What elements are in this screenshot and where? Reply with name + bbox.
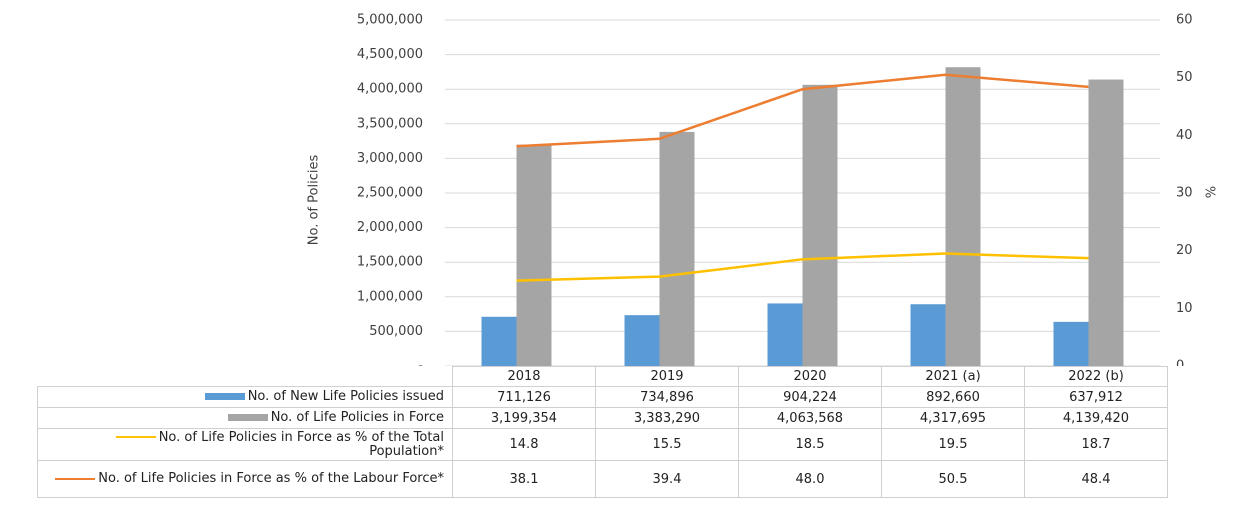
legend-cell: No. of New Life Policies issued (37, 386, 453, 408)
data-label: 38.1 (452, 460, 596, 498)
bar (1088, 79, 1124, 366)
data-label: 3,383,290 (595, 407, 739, 429)
legend-cell: No. of Life Policies in Force (37, 407, 453, 429)
bar (481, 316, 517, 366)
data-label: 50.5 (881, 460, 1025, 498)
legend-key (227, 414, 268, 421)
legend-label: No. of Life Policies in Force as % of th… (158, 429, 444, 459)
y-tick-label: 500,000 (369, 324, 423, 339)
data-table: 2018 2019 2020 2021 (a) 2022 (b) No. of New L… (37, 366, 1168, 498)
y-tick-label: 4,500,000 (357, 47, 423, 62)
table-row: No. of Life Policies in Force as % of th… (37, 460, 1168, 498)
table-row: No. of New Life Policies issued 711,126 73… (37, 386, 1168, 408)
y-tick-label: 3,000,000 (357, 151, 423, 166)
legend-label: No. of Life Policies in Force as % of th… (98, 471, 444, 486)
y2-tick-label: 30 (1176, 186, 1193, 201)
y2-tick-label: 10 (1176, 301, 1193, 316)
y-tick-label: 1,500,000 (357, 255, 423, 270)
legend-key (115, 436, 156, 438)
data-label: 4,139,420 (1024, 407, 1168, 429)
legend-label: No. of Life Policies in Force (270, 410, 444, 425)
data-label: 48.4 (1024, 460, 1168, 498)
data-label: 4,063,568 (738, 407, 882, 429)
y2-tick-label: 60 (1176, 13, 1193, 28)
data-label: 734,896 (595, 386, 739, 408)
x-tick-label: 2019 (595, 366, 739, 387)
bar (945, 67, 981, 366)
y-tick-label: 1,000,000 (357, 289, 423, 304)
bar (1053, 321, 1089, 366)
data-label: 18.5 (738, 428, 882, 461)
y-tick-label: 2,500,000 (357, 186, 423, 201)
legend-cell: No. of Life Policies in Force as % of th… (37, 460, 453, 498)
x-tick-label: 2021 (a) (881, 366, 1025, 387)
bar (624, 315, 660, 366)
y-axis-label: No. of Policies (307, 155, 322, 246)
y2-tick-label: 20 (1176, 243, 1193, 258)
table-row: No. of Life Policies in Force as % of th… (37, 428, 1168, 461)
legend-label: No. of New Life Policies issued (247, 389, 444, 404)
bar (767, 303, 803, 366)
data-label: 637,912 (1024, 386, 1168, 408)
data-label: 19.5 (881, 428, 1025, 461)
y-tick-label: 4,000,000 (357, 82, 423, 97)
corner-cell (38, 367, 453, 387)
chart: No. of Policies % - 500,000 1,000,000 1,500… (307, 13, 1220, 367)
legend-key (204, 393, 245, 400)
data-label: 39.4 (595, 460, 739, 498)
data-label: 4,317,695 (881, 407, 1025, 429)
bar (910, 304, 946, 366)
table-row: No. of Life Policies in Force 3,199,354 3,… (37, 407, 1168, 429)
line (516, 252, 1089, 282)
y-tick-label: 2,000,000 (357, 220, 423, 235)
y2-tick-label: 40 (1176, 128, 1193, 143)
data-label: 3,199,354 (452, 407, 596, 429)
data-label: 48.0 (738, 460, 882, 498)
header-row: 2018 2019 2020 2021 (a) 2022 (b) (38, 366, 1168, 387)
y2-tick-label: 0 (1176, 359, 1184, 367)
line (516, 73, 1089, 148)
data-label: 14.8 (452, 428, 596, 461)
data-label: 18.7 (1024, 428, 1168, 461)
y2-tick-label: 50 (1176, 70, 1193, 85)
data-label: 711,126 (452, 386, 596, 408)
x-tick-label: 2018 (452, 366, 596, 387)
bar (802, 84, 838, 366)
data-label: 892,660 (881, 386, 1025, 408)
legend-cell: No. of Life Policies in Force as % of th… (37, 428, 453, 461)
bar (516, 144, 552, 366)
y-tick-label: 3,500,000 (357, 116, 423, 131)
y-tick-label: - (418, 359, 423, 367)
y2-axis-label: % (1205, 186, 1220, 198)
x-tick-label: 2022 (b) (1024, 366, 1168, 387)
data-label: 15.5 (595, 428, 739, 461)
bar (659, 131, 695, 366)
legend-key (55, 477, 96, 480)
data-label: 904,224 (738, 386, 882, 408)
x-tick-label: 2020 (738, 366, 882, 387)
y-tick-label: 5,000,000 (357, 13, 423, 28)
